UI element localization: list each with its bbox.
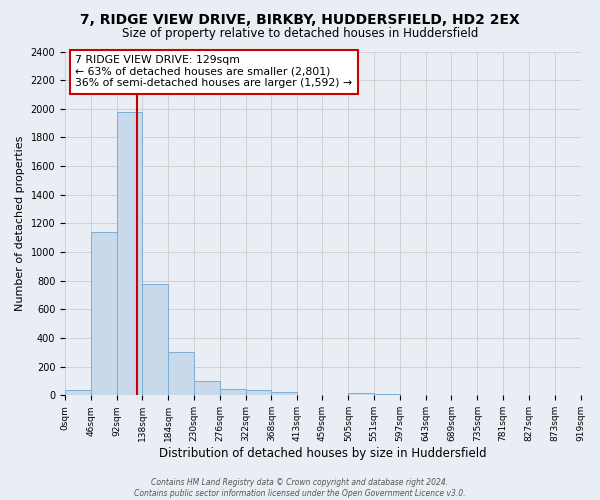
- Bar: [142, 284, 168, 396]
- Bar: [65, 390, 91, 396]
- Text: Size of property relative to detached houses in Huddersfield: Size of property relative to detached ho…: [122, 28, 478, 40]
- Bar: [220, 389, 245, 396]
- Text: 7 RIDGE VIEW DRIVE: 129sqm
← 63% of detached houses are smaller (2,801)
36% of s: 7 RIDGE VIEW DRIVE: 129sqm ← 63% of deta…: [76, 55, 352, 88]
- Y-axis label: Number of detached properties: Number of detached properties: [15, 136, 25, 311]
- Bar: [374, 394, 400, 396]
- Text: Contains HM Land Registry data © Crown copyright and database right 2024.
Contai: Contains HM Land Registry data © Crown c…: [134, 478, 466, 498]
- X-axis label: Distribution of detached houses by size in Huddersfield: Distribution of detached houses by size …: [159, 447, 487, 460]
- Bar: [194, 381, 220, 396]
- Text: 7, RIDGE VIEW DRIVE, BIRKBY, HUDDERSFIELD, HD2 2EX: 7, RIDGE VIEW DRIVE, BIRKBY, HUDDERSFIEL…: [80, 12, 520, 26]
- Bar: [348, 393, 374, 396]
- Bar: [271, 392, 296, 396]
- Bar: [245, 390, 271, 396]
- Bar: [116, 112, 142, 396]
- Bar: [168, 352, 194, 396]
- Bar: [91, 232, 116, 396]
